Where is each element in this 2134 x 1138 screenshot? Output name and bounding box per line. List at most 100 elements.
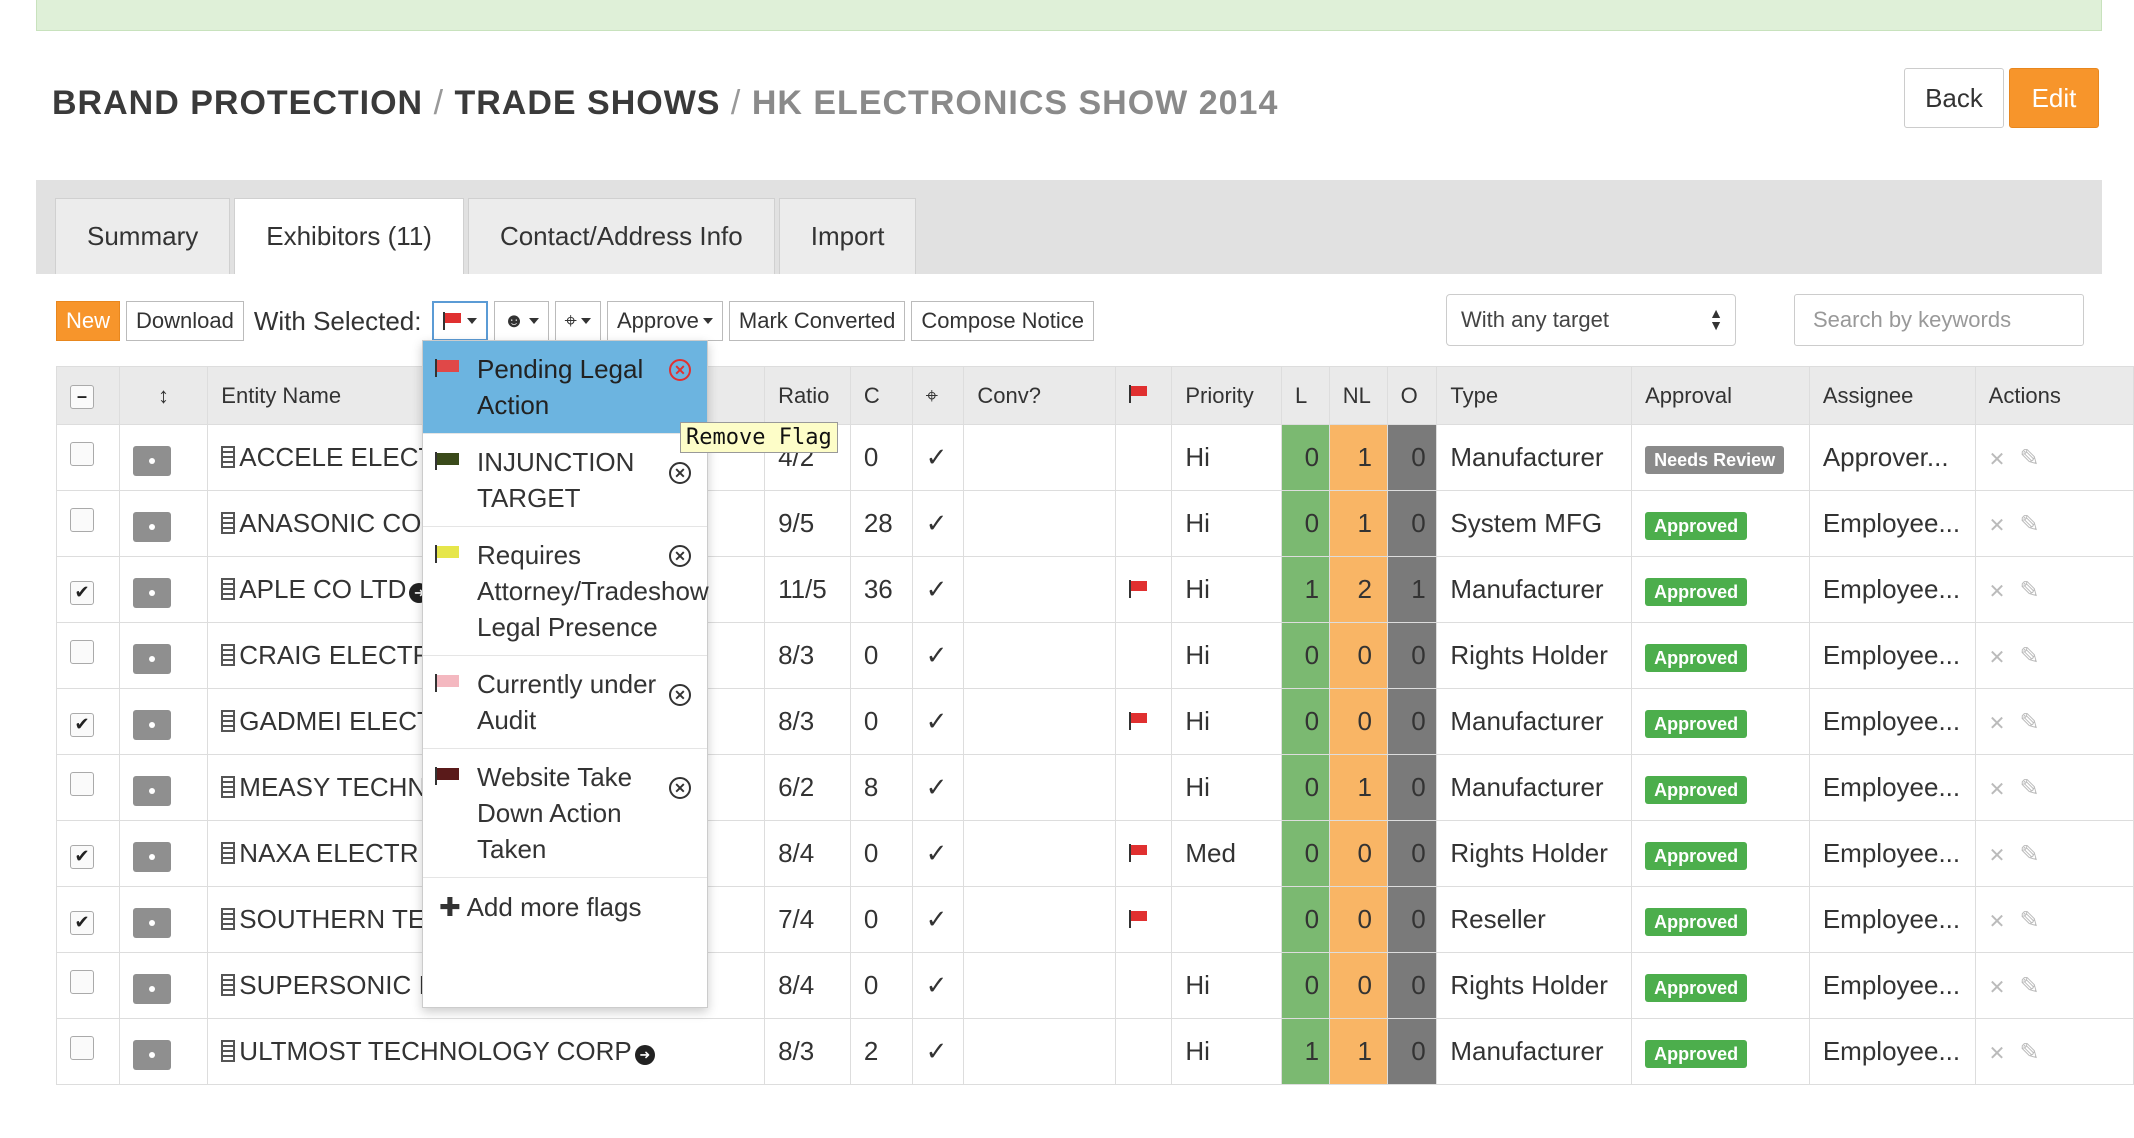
row-menu-button[interactable] <box>132 643 171 674</box>
breadcrumb-brand-protection[interactable]: BRAND PROTECTION <box>52 84 424 122</box>
edit-pencil-icon[interactable]: ✎ <box>2019 643 2040 670</box>
breadcrumb-trade-shows[interactable]: TRADE SHOWS <box>454 84 721 122</box>
edit-pencil-icon[interactable]: ✎ <box>2019 709 2040 736</box>
search-input[interactable]: Search by keywords <box>1794 294 2084 346</box>
flag-menu-item[interactable]: Website Take Down Action Taken ✕ <box>423 749 707 878</box>
entity-name[interactable]: ULTMOST TECHNOLOGY CORP <box>239 1036 632 1066</box>
delete-icon[interactable]: ✕ <box>1988 977 2006 999</box>
row-checkbox[interactable] <box>70 442 94 466</box>
flag-menu-item[interactable]: Requires Attorney/Tradeshow Legal Presen… <box>423 527 709 656</box>
col-priority[interactable]: Priority <box>1171 366 1283 425</box>
row-checkbox[interactable]: ✔ <box>70 712 94 737</box>
new-button[interactable]: New <box>56 301 121 341</box>
entity-name[interactable]: CRAIG ELECTR <box>239 640 432 670</box>
table-row[interactable]: ACCELE ELECT 4/2 0 ✓ Hi 0 1 0 Manufacturer Needs … <box>56 424 2134 491</box>
row-checkbox[interactable]: ✔ <box>70 910 94 935</box>
select-all-checkbox[interactable]: – <box>70 384 94 409</box>
table-row[interactable]: MEASY TECHN 6/2 8 ✓ Hi 0 1 0 Manufacturer Approve… <box>56 754 2134 821</box>
sort-header[interactable]: ↕ <box>118 366 209 425</box>
row-menu-button[interactable] <box>132 775 171 806</box>
edit-pencil-icon[interactable]: ✎ <box>2019 907 2040 934</box>
table-row[interactable]: CRAIG ELECTR 8/3 0 ✓ Hi 0 0 0 Rights Holder Appro… <box>56 622 2134 689</box>
arrow-right-circle-icon[interactable]: ➜ <box>634 1045 655 1065</box>
col-flag[interactable] <box>1114 366 1173 425</box>
remove-flag-icon[interactable]: ✕ <box>669 359 691 381</box>
col-conv[interactable]: Conv? <box>963 366 1116 425</box>
entity-name[interactable]: ACCELE ELECT <box>239 442 435 472</box>
row-checkbox[interactable] <box>70 508 94 532</box>
row-checkbox[interactable]: ✔ <box>70 844 94 869</box>
row-menu-button[interactable] <box>132 445 171 476</box>
delete-icon[interactable]: ✕ <box>1988 647 2006 669</box>
edit-pencil-icon[interactable]: ✎ <box>2019 1039 2040 1066</box>
col-l[interactable]: L <box>1281 366 1330 425</box>
delete-icon[interactable]: ✕ <box>1988 515 2006 537</box>
flag-menu-item[interactable]: Currently under Audit ✕ <box>423 656 707 749</box>
row-menu-button[interactable] <box>132 907 171 938</box>
entity-name[interactable]: SUPERSONIC I <box>239 970 426 1000</box>
entity-name[interactable]: SOUTHERN TE <box>239 904 426 934</box>
row-checkbox[interactable] <box>70 640 94 664</box>
row-menu-button[interactable] <box>132 511 171 542</box>
delete-icon[interactable]: ✕ <box>1988 713 2006 735</box>
assign-user-dropdown-button[interactable]: ☻ <box>493 301 549 341</box>
flag-menu-item[interactable]: INJUNCTION TARGET ✕ <box>423 434 707 527</box>
add-more-flags[interactable]: ✚ Add more flags <box>423 878 707 923</box>
back-button[interactable]: Back <box>1904 68 2004 128</box>
row-menu-button[interactable] <box>132 973 171 1004</box>
tab-exhibitors[interactable]: Exhibitors (11) <box>234 198 464 274</box>
select-all-header[interactable]: – <box>56 366 120 425</box>
edit-pencil-icon[interactable]: ✎ <box>2019 775 2040 802</box>
download-button[interactable]: Download <box>126 301 244 341</box>
edit-pencil-icon[interactable]: ✎ <box>2019 511 2040 538</box>
col-assignee[interactable]: Assignee <box>1808 366 1976 425</box>
tab-contact-address-info[interactable]: Contact/Address Info <box>467 198 775 274</box>
tab-import[interactable]: Import <box>778 198 917 274</box>
table-row[interactable]: ANASONIC CO 9/5 28 ✓ Hi 0 1 0 System MFG Approved… <box>56 490 2134 557</box>
target-dropdown-button[interactable]: ⌖ <box>554 301 601 341</box>
row-checkbox[interactable]: ✔ <box>70 580 94 605</box>
mark-converted-button[interactable]: Mark Converted <box>728 301 906 341</box>
edit-pencil-icon[interactable]: ✎ <box>2019 973 2040 1000</box>
flag-menu-item[interactable]: Pending Legal Action ✕ <box>423 341 707 434</box>
remove-flag-icon[interactable]: ✕ <box>669 545 691 567</box>
flag-dropdown-button[interactable] <box>431 301 488 341</box>
entity-name[interactable]: ANASONIC CO <box>239 508 422 538</box>
entity-name[interactable]: APLE CO LTD <box>239 574 407 604</box>
delete-icon[interactable]: ✕ <box>1988 581 2006 603</box>
table-row[interactable]: ✔ APLE CO LTD ➜ 11/5 36 ✓ Hi 1 2 1 Manufacturer App… <box>56 556 2134 623</box>
entity-name[interactable]: MEASY TECHN <box>239 772 427 802</box>
row-menu-button[interactable] <box>132 709 171 740</box>
approve-dropdown-button[interactable]: Approve <box>606 301 723 341</box>
delete-icon[interactable]: ✕ <box>1988 449 2006 471</box>
col-target[interactable]: ⌖ <box>911 366 965 425</box>
row-menu-button[interactable] <box>132 577 171 608</box>
row-checkbox[interactable] <box>70 772 94 796</box>
remove-flag-icon[interactable]: ✕ <box>669 462 691 484</box>
compose-notice-button[interactable]: Compose Notice <box>911 301 1095 341</box>
tab-summary[interactable]: Summary <box>55 198 231 274</box>
delete-icon[interactable]: ✕ <box>1988 779 2006 801</box>
remove-flag-icon[interactable]: ✕ <box>669 684 691 706</box>
col-nl[interactable]: NL <box>1328 366 1388 425</box>
row-checkbox[interactable] <box>70 1036 94 1060</box>
table-row[interactable]: ✔ NAXA ELECTR 8/4 0 ✓ Med 0 0 0 Rights Holder Appr… <box>56 820 2134 887</box>
table-row[interactable]: ULTMOST TECHNOLOGY CORP ➜ 8/3 2 ✓ Hi 1 1 0 Manufa… <box>56 1018 2134 1085</box>
delete-icon[interactable]: ✕ <box>1988 845 2006 867</box>
col-approval[interactable]: Approval <box>1631 366 1810 425</box>
edit-pencil-icon[interactable]: ✎ <box>2019 841 2040 868</box>
edit-button[interactable]: Edit <box>2009 68 2099 128</box>
edit-pencil-icon[interactable]: ✎ <box>2019 445 2040 472</box>
entity-name[interactable]: GADMEI ELECT <box>239 706 433 736</box>
target-filter-select[interactable]: With any target ▲ ▼ <box>1446 294 1736 346</box>
row-menu-button[interactable] <box>132 1039 171 1070</box>
edit-pencil-icon[interactable]: ✎ <box>2019 577 2040 604</box>
table-row[interactable]: SUPERSONIC I 8/4 0 ✓ Hi 0 0 0 Rights Holder Appro… <box>56 952 2134 1019</box>
col-ratio[interactable]: Ratio <box>764 366 851 425</box>
col-o[interactable]: O <box>1386 366 1438 425</box>
col-type[interactable]: Type <box>1436 366 1633 425</box>
table-row[interactable]: ✔ SOUTHERN TE 7/4 0 ✓ 0 0 0 Reseller Approved Empl… <box>56 886 2134 953</box>
col-c[interactable]: C <box>849 366 913 425</box>
delete-icon[interactable]: ✕ <box>1988 911 2006 933</box>
table-row[interactable]: ✔ GADMEI ELECT 8/3 0 ✓ Hi 0 0 0 Manufacturer Appro… <box>56 688 2134 755</box>
